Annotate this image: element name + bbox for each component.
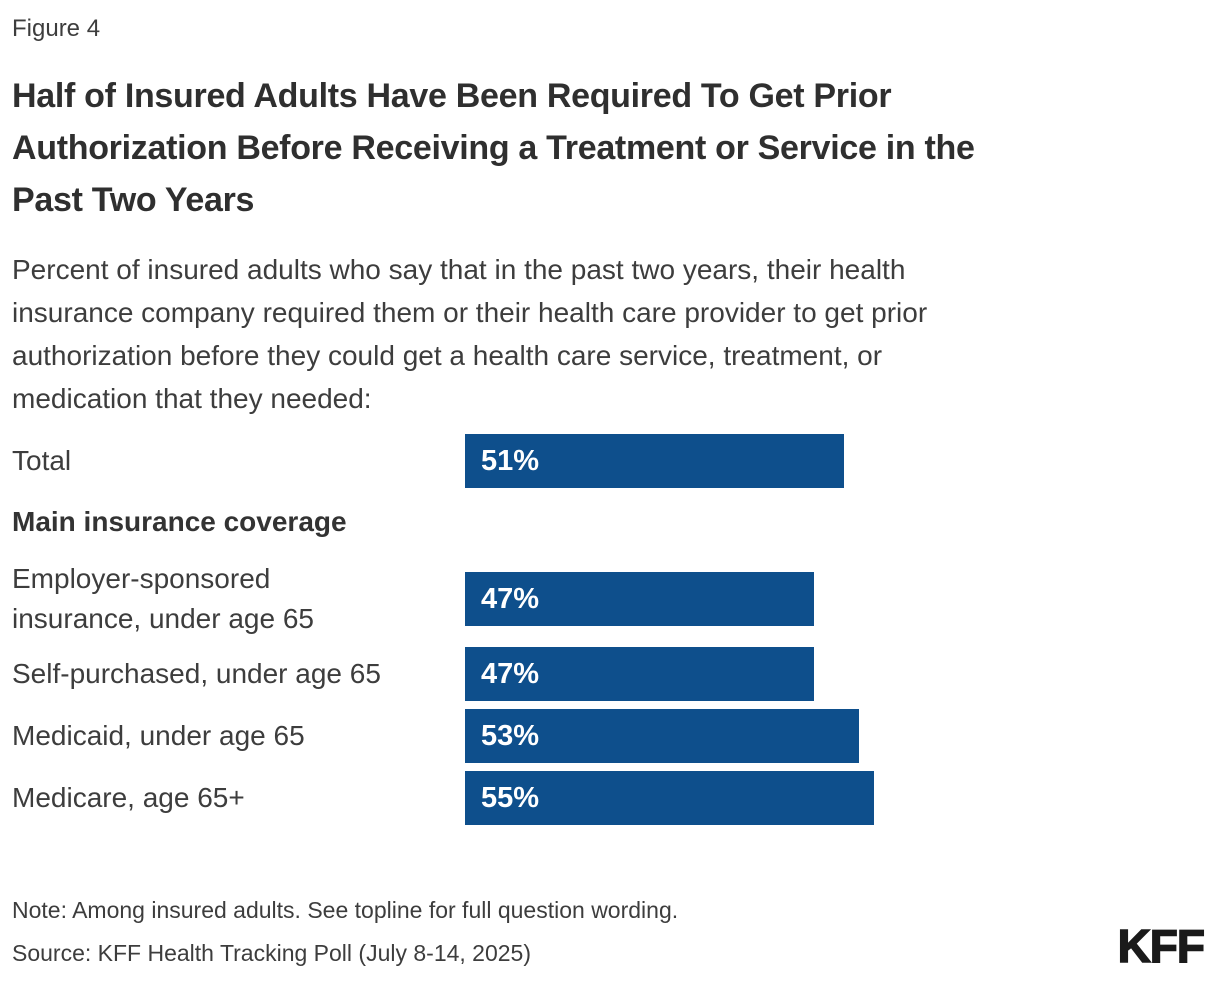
bar: 47% [465, 647, 815, 701]
chart-row: Medicare, age 65+ 55% [12, 771, 1208, 825]
bar-track: 53% [465, 709, 1208, 763]
figure-subtitle: Percent of insured adults who say that i… [12, 254, 928, 414]
chart-row: Self-purchased, under age 65 47% [12, 647, 1208, 701]
source-text: Source: KFF Health Tracking Poll (July 8… [12, 940, 532, 966]
chart-row: Employer-sponsored insurance, under age … [12, 559, 1208, 639]
category-label: Total [12, 445, 72, 476]
bar-value-label: 51% [481, 444, 540, 477]
chart-row: Medicaid, under age 65 53% [12, 709, 1208, 763]
bar-track: 47% [465, 647, 1208, 701]
bar: 55% [465, 771, 874, 825]
footnotes: Note: Among insured adults. See topline … [12, 895, 678, 968]
bar-track: 51% [465, 434, 1208, 488]
bar-value-label: 47% [481, 657, 540, 690]
figure-container: Figure 4 Half of Insured Adults Have Bee… [12, 14, 1208, 972]
figure-footer: Note: Among insured adults. See topline … [12, 895, 1208, 972]
note-text: Note: Among insured adults. See topline … [12, 897, 679, 923]
group-header: Main insurance coverage [12, 506, 347, 537]
bar-track: 55% [465, 771, 1208, 825]
kff-logo: KFF [1117, 920, 1206, 972]
category-label: Employer-sponsored insurance, under age … [12, 563, 314, 634]
bar: 53% [465, 709, 859, 763]
category-label: Medicare, age 65+ [12, 782, 245, 813]
bar: 51% [465, 434, 844, 488]
bar-value-label: 47% [481, 582, 540, 615]
bar-value-label: 53% [481, 719, 540, 752]
chart-row: Total 51% [12, 434, 1208, 488]
bar-value-label: 55% [481, 781, 540, 814]
category-label: Medicaid, under age 65 [12, 720, 305, 751]
figure-title: Half of Insured Adults Have Been Require… [12, 77, 975, 219]
bar-chart: Total 51% Main insurance coverage Employ… [12, 434, 1208, 825]
figure-label: Figure 4 [12, 15, 101, 42]
bar-track: 47% [465, 572, 1208, 626]
bar: 47% [465, 572, 815, 626]
category-label: Self-purchased, under age 65 [12, 658, 381, 689]
